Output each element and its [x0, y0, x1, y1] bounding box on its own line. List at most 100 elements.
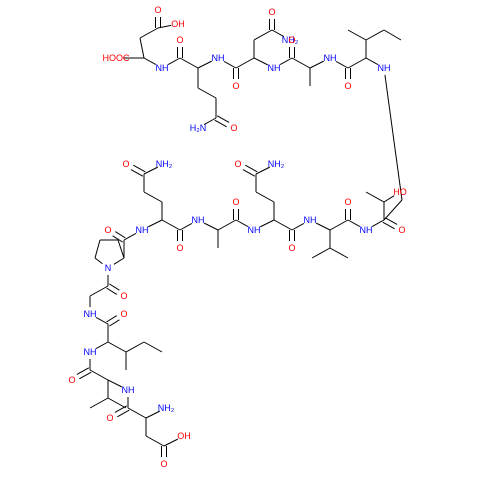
single-bond	[108, 342, 126, 352]
single-bond	[330, 220, 348, 230]
single-bond	[108, 398, 126, 408]
double-bond	[115, 406, 127, 413]
single-bond	[254, 30, 272, 40]
atom-label-o: O	[344, 197, 351, 207]
single-bond	[148, 220, 162, 227]
single-bond	[280, 58, 292, 65]
single-bond	[124, 233, 136, 240]
single-bond	[348, 58, 366, 68]
single-bond	[256, 192, 274, 202]
single-bond	[140, 38, 144, 58]
double-bond	[215, 120, 227, 127]
single-bond	[366, 58, 378, 65]
atom-label-nh2: H₂N	[190, 123, 207, 133]
atom-label-nh: NH	[84, 347, 97, 357]
double-bond	[107, 288, 117, 294]
single-bond	[372, 220, 384, 227]
single-bond	[126, 342, 144, 352]
single-bond	[144, 192, 162, 202]
single-bond	[128, 408, 146, 418]
atom-label-nh: NH	[122, 385, 135, 395]
double-bond	[383, 222, 395, 229]
atom-label-o: O	[232, 197, 239, 207]
single-bond	[236, 220, 248, 227]
double-bond	[133, 165, 145, 172]
single-bond	[330, 248, 348, 258]
single-bond	[158, 25, 171, 28]
double-bond	[77, 368, 89, 375]
atom-label-oh: OH	[177, 431, 191, 441]
double-bond	[131, 170, 143, 177]
single-bond	[366, 30, 384, 40]
double-bond	[107, 316, 117, 322]
single-bond	[254, 58, 268, 65]
single-bond	[384, 30, 401, 40]
single-bond	[336, 61, 348, 68]
single-bond	[366, 192, 384, 202]
atom-label-nh2: NH₂	[268, 159, 285, 169]
single-bond	[162, 220, 180, 230]
atom-label-nh: NH	[324, 53, 337, 63]
atom-label-nh: NH	[304, 215, 317, 225]
double-bond	[115, 232, 125, 238]
atom-label-nh: NH	[212, 53, 225, 63]
double-bond	[385, 218, 397, 225]
atom-label-o: O	[288, 243, 295, 253]
double-bond	[109, 284, 119, 290]
single-bond	[108, 380, 122, 387]
single-bond	[236, 58, 254, 68]
atom-label-o: O	[232, 81, 239, 91]
single-bond	[316, 223, 330, 230]
double-bond	[79, 372, 91, 379]
atom-label-o: O	[398, 225, 405, 235]
single-bond	[95, 240, 100, 258]
single-bond	[168, 58, 180, 65]
double-bond	[109, 320, 119, 326]
single-bond	[140, 28, 158, 38]
atom-label-o: O	[154, 5, 161, 15]
atom-label-o: O	[68, 375, 75, 385]
atom-label-o: O	[160, 459, 167, 469]
single-bond	[180, 223, 192, 230]
atom-label-nh2: NH₂	[156, 159, 173, 169]
atom-label-nh: NH	[378, 63, 391, 73]
double-bond	[243, 170, 255, 177]
atom-label-n: N	[105, 263, 112, 273]
atom-label-o: O	[176, 243, 183, 253]
single-bond	[260, 220, 274, 227]
single-bond	[384, 200, 402, 220]
atom-label-oh: HO	[393, 187, 407, 197]
single-bond	[310, 61, 324, 68]
atom-label-o: O	[122, 159, 129, 169]
atom-label-o: O	[230, 123, 237, 133]
double-bond	[245, 165, 257, 172]
single-bond	[204, 223, 218, 230]
single-bond	[95, 258, 102, 264]
single-bond	[385, 75, 402, 200]
double-bond	[217, 116, 229, 123]
single-bond	[198, 61, 212, 68]
single-bond	[292, 58, 310, 68]
single-bond	[218, 220, 236, 230]
atom-label-nh: NH	[136, 225, 149, 235]
atom-label-o: O	[106, 413, 113, 423]
atom-label-o: O	[120, 291, 127, 301]
single-bond	[144, 342, 162, 352]
atom-label-o: O	[344, 81, 351, 91]
atom-label-o: O	[268, 7, 275, 17]
atom-label-nh2: NH₂	[158, 403, 175, 413]
atom-label-o: O	[176, 35, 183, 45]
single-bond	[144, 58, 156, 65]
single-bond	[114, 258, 124, 264]
atom-label-o: O	[120, 309, 127, 319]
single-bond	[164, 439, 178, 446]
single-bond	[348, 220, 360, 227]
single-bond	[96, 317, 108, 324]
atom-label-o: O	[234, 159, 241, 169]
single-bond	[96, 342, 108, 349]
atom-label-nh: NH	[268, 63, 281, 73]
single-bond	[90, 286, 108, 296]
single-bond	[180, 58, 198, 68]
peptide-structure-diagram: OOHHOOCNHOOH₂NNHOONH₂NHONHONHHOONHONHOON…	[0, 0, 500, 500]
single-bond	[312, 248, 330, 258]
